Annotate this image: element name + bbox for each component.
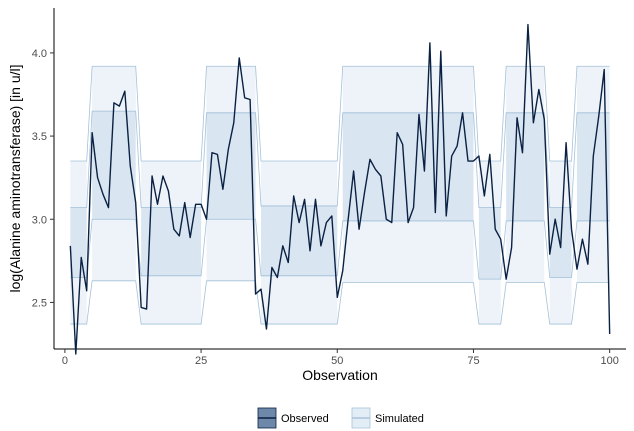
y-axis-title: log(Alanine aminotransferase) [in u/l] <box>7 64 23 292</box>
x-axis-title: Observation <box>302 367 377 383</box>
simulated-outer-band <box>478 161 501 325</box>
axis-ticks: 0 25 50 75 100 2.5 3.0 3.5 4.0 <box>32 48 619 367</box>
simulated-inner-band <box>70 207 87 278</box>
simulated-outer-band <box>206 66 256 281</box>
simulated-inner-band <box>261 205 338 276</box>
simulated-outer-lower-edge <box>70 280 610 325</box>
x-tick-label: 25 <box>195 355 207 367</box>
simulated-outer-band <box>92 66 136 281</box>
x-tick-label: 50 <box>331 355 343 367</box>
simulated-inner-upper-edge <box>70 110 610 209</box>
axes <box>53 8 626 350</box>
y-tick-label: 4.0 <box>32 48 47 60</box>
simulated-outer-band <box>261 161 338 325</box>
legend-observed-label: Observed <box>281 413 329 425</box>
x-tick-label: 75 <box>467 355 479 367</box>
simulated-inner-band <box>506 112 545 221</box>
observed-line <box>69 23 611 355</box>
simulated-inner-band <box>206 112 256 220</box>
simulated-outer-band <box>70 161 87 325</box>
simulated-inner-band <box>92 111 136 220</box>
simulated-outer-upper-edge <box>70 65 610 162</box>
observed-series <box>69 23 611 355</box>
legend-simulated: Simulated <box>351 407 424 429</box>
y-tick-label: 3.5 <box>32 131 47 143</box>
y-tick-label: 3.0 <box>32 214 47 226</box>
legend-simulated-label: Simulated <box>375 413 424 425</box>
simulated-inner-band <box>478 207 501 280</box>
x-tick-label: 0 <box>62 355 68 367</box>
x-tick-label: 100 <box>600 355 618 367</box>
legend: Observed Simulated <box>257 407 424 429</box>
y-tick-label: 2.5 <box>32 297 47 309</box>
simulated-outer-band <box>342 66 474 283</box>
legend-observed: Observed <box>257 407 329 429</box>
simulated-inner-band <box>342 112 474 221</box>
simulated-inner-band <box>141 207 202 276</box>
